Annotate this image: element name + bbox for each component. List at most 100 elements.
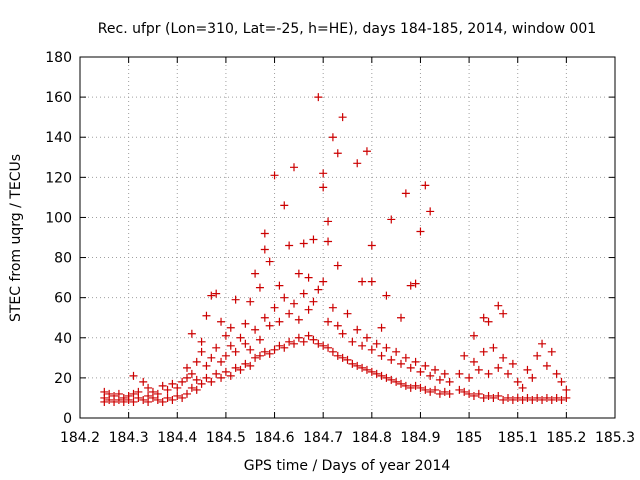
data-point [328, 347, 337, 356]
data-point [255, 283, 264, 292]
data-point [226, 323, 235, 332]
data-point [358, 341, 367, 350]
data-point [129, 371, 138, 380]
plot-frame [79, 56, 616, 419]
data-point [226, 371, 235, 380]
y-tick-label: 160 [45, 90, 72, 106]
data-point [217, 373, 226, 382]
y-tick-label: 80 [54, 251, 72, 267]
data-point [377, 351, 386, 360]
data-point [246, 345, 255, 354]
data-point [397, 359, 405, 368]
data-point [552, 393, 561, 402]
data-point [367, 277, 376, 286]
data-point [236, 333, 245, 342]
data-point [285, 337, 294, 346]
data-point [114, 389, 123, 398]
data-point [251, 269, 260, 278]
data-point [158, 397, 167, 406]
data-point [474, 365, 483, 374]
data-point [231, 295, 240, 304]
data-point [328, 133, 337, 142]
data-point [110, 391, 119, 400]
data-point [270, 171, 279, 180]
data-point [221, 331, 230, 340]
x-tick-label: 185.1 [498, 430, 538, 446]
data-point [202, 373, 211, 382]
data-point [333, 261, 342, 270]
data-point [100, 387, 109, 396]
data-point [523, 393, 532, 402]
data-point [494, 391, 503, 400]
data-point [324, 237, 333, 246]
data-point [324, 317, 333, 326]
data-point [134, 387, 143, 396]
data-point [333, 351, 342, 360]
data-point [265, 321, 274, 330]
data-point [372, 339, 381, 348]
data-point [139, 377, 148, 386]
data-point [518, 395, 527, 404]
data-point [435, 389, 444, 398]
data-point [435, 375, 444, 384]
data-point [255, 351, 264, 360]
data-point [241, 319, 250, 328]
data-point [460, 387, 469, 396]
x-tick-label: 184.5 [206, 430, 246, 446]
data-point [508, 395, 517, 404]
data-point [508, 359, 517, 368]
data-point [460, 351, 469, 360]
x-tick-label: 184.6 [254, 430, 294, 446]
data-point [499, 309, 508, 318]
data-point [212, 343, 221, 352]
data-point [163, 393, 172, 402]
data-point [479, 313, 488, 322]
data-point [163, 385, 172, 394]
data-point [275, 281, 284, 290]
axis-ticks: 184.2 184.3 184.4 184.5 184.6 184.7 184.8 184.9… [45, 50, 635, 446]
data-point [304, 331, 313, 340]
data-point [260, 347, 269, 356]
data-point [212, 369, 221, 378]
data-point [290, 339, 298, 348]
data-point [338, 113, 347, 122]
data-point [314, 93, 323, 102]
data-point [221, 351, 230, 360]
data-point [489, 343, 498, 352]
data-point [270, 303, 279, 312]
data-point [484, 317, 493, 326]
data-point [129, 389, 138, 398]
data-point [504, 369, 512, 378]
data-point [426, 207, 435, 216]
data-point [426, 387, 435, 396]
data-point [309, 297, 318, 306]
data-point [421, 361, 430, 370]
data-point [309, 335, 318, 344]
data-point [226, 341, 235, 350]
data-point [557, 377, 566, 386]
data-point [528, 395, 537, 404]
data-point [387, 355, 396, 364]
data-point [260, 245, 269, 254]
data-point [192, 375, 201, 384]
data-point [183, 389, 191, 398]
data-point [192, 385, 201, 394]
data-point [397, 379, 405, 388]
data-point [382, 343, 391, 352]
data-point [324, 343, 333, 352]
data-point [397, 313, 405, 322]
data-point [275, 317, 284, 326]
data-point [362, 365, 371, 374]
data-point [231, 363, 240, 372]
data-point [105, 389, 114, 398]
data-point [392, 377, 401, 386]
data-point [484, 369, 493, 378]
data-point [319, 277, 328, 286]
data-point [178, 377, 187, 386]
data-point [494, 301, 503, 310]
data-point [445, 377, 454, 386]
data-point [518, 383, 527, 392]
data-point [207, 377, 216, 386]
data-point [299, 337, 308, 346]
data-point [144, 391, 153, 400]
